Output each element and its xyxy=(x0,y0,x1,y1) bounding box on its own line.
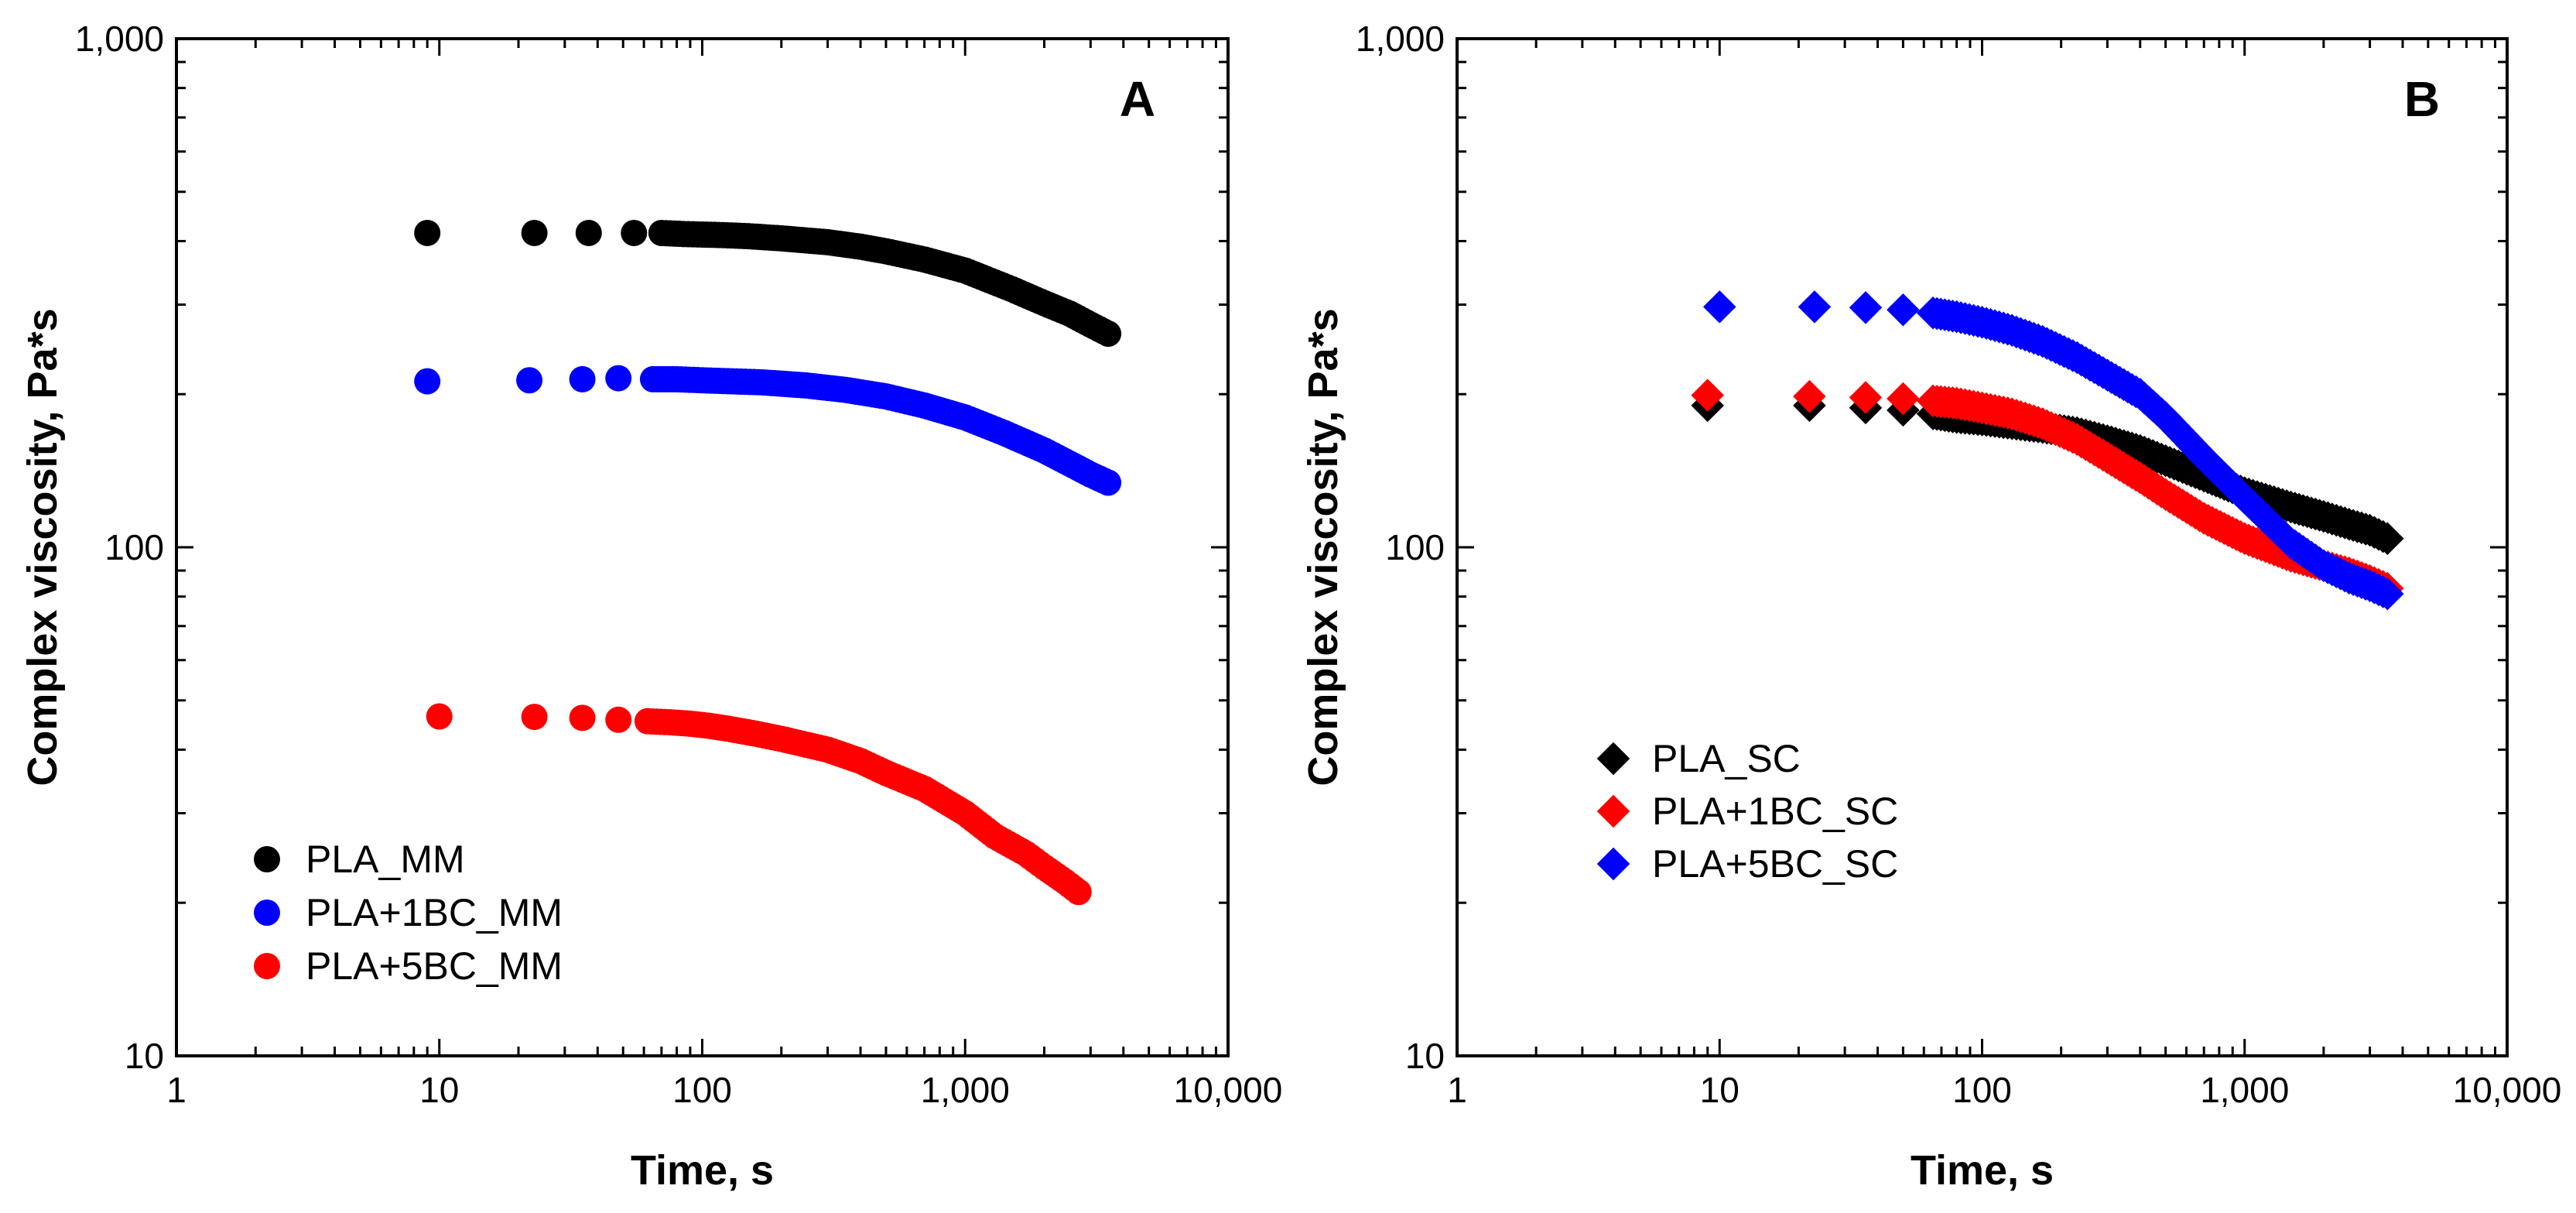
data-point xyxy=(569,365,596,392)
legend-label: PLA+5BC_MM xyxy=(306,944,563,988)
legend-marker xyxy=(1596,742,1630,776)
x-tick-label: 1,000 xyxy=(921,1070,1010,1110)
series-PLA+1BC_MM xyxy=(414,365,1122,496)
data-point xyxy=(621,219,648,246)
legend-marker xyxy=(254,846,280,872)
y-axis-title: Complex viscosity, Pa*s xyxy=(19,308,66,786)
series-PLA+5BC_MM xyxy=(426,703,1092,906)
legend-marker xyxy=(1596,847,1630,881)
legend-marker xyxy=(254,899,280,926)
x-tick-label: 100 xyxy=(672,1070,732,1110)
x-tick-label: 10 xyxy=(1700,1070,1740,1110)
legend-marker xyxy=(254,953,280,979)
legend-marker xyxy=(1596,794,1630,828)
data-point xyxy=(605,365,632,392)
plot-frame xyxy=(1456,37,2509,1057)
y-tick-label: 100 xyxy=(104,527,164,567)
data-point xyxy=(426,703,453,730)
legend-label: PLA+1BC_MM xyxy=(306,891,563,934)
series-PLA_MM xyxy=(414,219,1122,348)
data-point xyxy=(1887,382,1920,416)
legend-label: PLA+1BC_SC xyxy=(1652,790,1898,833)
series-PLA+5BC_SC xyxy=(1703,290,2404,611)
x-tick-label: 10,000 xyxy=(1174,1070,1283,1110)
data-point xyxy=(2371,522,2404,556)
data-point xyxy=(1703,290,1736,324)
data-point xyxy=(1849,381,1883,414)
x-axis-title: Time, s xyxy=(1911,1147,2054,1194)
x-tick-label: 10,000 xyxy=(2453,1070,2562,1110)
data-point xyxy=(516,367,543,394)
y-tick-label: 10 xyxy=(125,1036,164,1076)
legend-label: PLA_SC xyxy=(1652,737,1801,780)
data-point xyxy=(1691,379,1724,412)
panel-label: B xyxy=(2404,71,2440,127)
data-point xyxy=(1065,879,1092,906)
y-tick-label: 10 xyxy=(1405,1036,1445,1076)
y-tick-label: 100 xyxy=(1385,527,1445,567)
data-point xyxy=(1793,379,1826,413)
data-point xyxy=(1849,291,1883,324)
legend-label: PLA_MM xyxy=(306,838,465,881)
series-PLA+1BC_SC xyxy=(1691,379,2404,605)
data-point xyxy=(414,219,441,246)
data-point xyxy=(605,706,632,733)
data-point xyxy=(1095,469,1122,496)
legend-label: PLA+5BC_SC xyxy=(1652,842,1898,886)
data-point xyxy=(521,219,548,246)
data-point xyxy=(575,219,602,246)
x-tick-label: 100 xyxy=(1952,1070,2012,1110)
x-tick-label: 1,000 xyxy=(2200,1070,2289,1110)
data-point xyxy=(1887,293,1920,327)
data-point xyxy=(1798,290,1832,324)
y-tick-label: 1,000 xyxy=(1356,19,1445,59)
data-point xyxy=(2371,577,2404,611)
data-point xyxy=(569,704,596,732)
x-axis-title: Time, s xyxy=(631,1147,774,1194)
x-tick-label: 1 xyxy=(1447,1070,1467,1110)
data-point xyxy=(521,704,548,731)
panel-label: A xyxy=(1120,71,1155,127)
data-point xyxy=(414,368,441,395)
x-tick-label: 10 xyxy=(419,1070,459,1110)
data-point xyxy=(1095,320,1122,348)
y-axis-title: Complex viscosity, Pa*s xyxy=(1300,308,1346,786)
x-tick-label: 1 xyxy=(166,1070,186,1110)
y-tick-label: 1,000 xyxy=(75,19,164,59)
